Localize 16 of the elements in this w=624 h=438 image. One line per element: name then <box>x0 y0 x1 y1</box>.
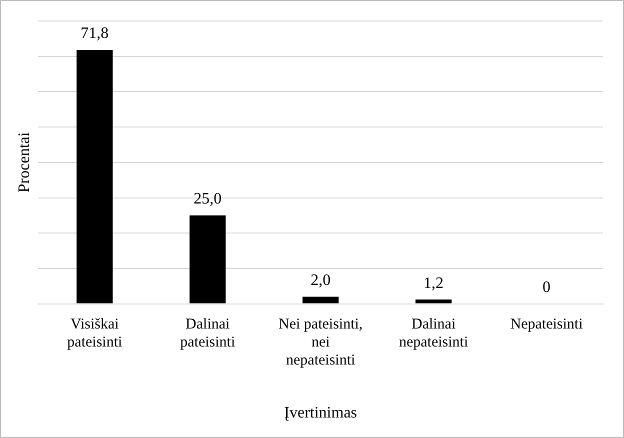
x-tick-label: Dalinai nepateisinti <box>398 316 468 351</box>
x-tick-label: Dalinai pateisinti <box>180 316 236 351</box>
x-tick-label: Nei pateisinti, nei nepateisinti <box>278 316 363 369</box>
data-label: 0 <box>542 279 551 296</box>
data-label: 71,8 <box>80 25 109 42</box>
bar <box>190 215 226 304</box>
x-tick-label: Nepateisinti <box>510 316 583 333</box>
x-tick-label: Visiškai pateisinti <box>67 316 122 351</box>
data-label: 25,0 <box>194 190 222 208</box>
bar <box>302 296 339 304</box>
bar <box>415 300 452 304</box>
x-axis-title: Įvertinimas <box>284 404 358 422</box>
data-label: 1,2 <box>424 274 444 292</box>
y-axis-title: Procentai <box>16 132 33 193</box>
data-label: 2,0 <box>310 272 331 289</box>
bar <box>76 50 113 304</box>
